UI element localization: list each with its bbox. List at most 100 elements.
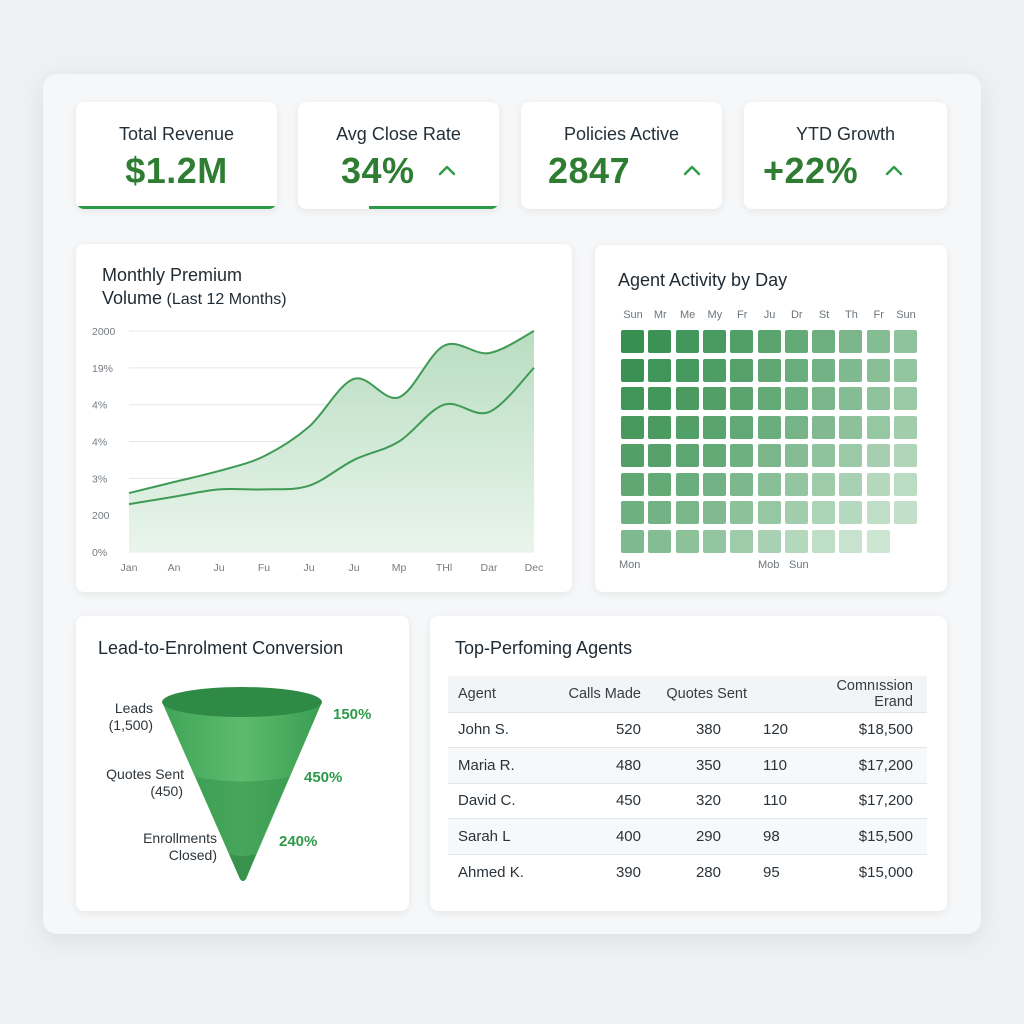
heatmap-cell[interactable] bbox=[866, 444, 890, 467]
heatmap-cell[interactable] bbox=[702, 529, 726, 553]
column-header-closed[interactable] bbox=[761, 676, 791, 712]
heatmap-cell[interactable] bbox=[730, 358, 754, 382]
heatmap-cell[interactable] bbox=[648, 529, 672, 553]
heatmap-cell[interactable] bbox=[894, 444, 917, 467]
heatmap-cell[interactable] bbox=[812, 330, 836, 353]
heatmap-cell[interactable] bbox=[675, 330, 699, 353]
heatmap-cell[interactable] bbox=[812, 387, 836, 410]
heatmap-cell[interactable] bbox=[784, 444, 808, 467]
heatmap-cell[interactable] bbox=[730, 472, 754, 496]
heatmap-cell[interactable] bbox=[621, 358, 644, 382]
heatmap-cell[interactable] bbox=[702, 415, 726, 439]
heatmap-cell[interactable] bbox=[648, 501, 672, 524]
heatmap-cell[interactable] bbox=[757, 330, 781, 353]
heatmap-cell[interactable] bbox=[784, 472, 808, 496]
heatmap-cell[interactable] bbox=[784, 330, 808, 353]
heatmap-cell[interactable] bbox=[621, 415, 644, 439]
column-header-quotes-sent[interactable]: Quotes Sent bbox=[651, 676, 761, 712]
kpi-card-ytd-growth[interactable]: YTD Growth +22% bbox=[744, 102, 947, 209]
heatmap-cell[interactable] bbox=[702, 330, 726, 353]
heatmap-cell[interactable] bbox=[866, 415, 890, 439]
heatmap-cell[interactable] bbox=[757, 415, 781, 439]
heatmap-cell[interactable] bbox=[675, 529, 699, 553]
heatmap-cell[interactable] bbox=[894, 358, 917, 382]
heatmap-cell[interactable] bbox=[648, 387, 672, 410]
table-row[interactable]: Ahmed K. 390 280 95 $15,000 bbox=[448, 853, 927, 890]
table-row[interactable]: Sarah L 400 290 98 $15,500 bbox=[448, 818, 927, 854]
kpi-card-policies-active[interactable]: Policies Active 2847 bbox=[521, 102, 722, 209]
heatmap-cell[interactable] bbox=[866, 387, 890, 410]
heatmap-cell[interactable] bbox=[730, 444, 754, 467]
heatmap-cell[interactable] bbox=[675, 415, 699, 439]
heatmap-cell[interactable] bbox=[675, 387, 699, 410]
heatmap-cell[interactable] bbox=[648, 472, 672, 496]
heatmap-cell[interactable] bbox=[839, 444, 863, 467]
heatmap-cell[interactable] bbox=[839, 501, 863, 524]
heatmap-cell[interactable] bbox=[730, 415, 754, 439]
heatmap-cell[interactable] bbox=[675, 501, 699, 524]
heatmap-cell[interactable] bbox=[730, 501, 754, 524]
heatmap-cell[interactable] bbox=[648, 358, 672, 382]
heatmap-cell[interactable] bbox=[784, 358, 808, 382]
heatmap-cell[interactable] bbox=[866, 330, 890, 353]
kpi-card-total-revenue[interactable]: Total Revenue $1.2M bbox=[76, 102, 277, 209]
kpi-card-avg-close-rate[interactable]: Avg Close Rate 34% bbox=[298, 102, 499, 209]
heatmap-cell[interactable] bbox=[702, 444, 726, 467]
table-row[interactable]: David C. 450 320 110 $17,200 bbox=[448, 782, 927, 819]
heatmap-cell[interactable] bbox=[784, 501, 808, 524]
heatmap-cell[interactable] bbox=[648, 444, 672, 467]
heatmap-cell[interactable] bbox=[784, 387, 808, 410]
heatmap-cell[interactable] bbox=[757, 444, 781, 467]
heatmap-cell[interactable] bbox=[839, 387, 863, 410]
heatmap-cell[interactable] bbox=[675, 444, 699, 467]
heatmap-cell[interactable] bbox=[894, 415, 917, 439]
heatmap-cell[interactable] bbox=[839, 358, 863, 382]
heatmap-cell[interactable] bbox=[757, 472, 781, 496]
table-row[interactable]: John S. 520 380 120 $18,500 bbox=[448, 711, 927, 748]
heatmap-cell[interactable] bbox=[784, 415, 808, 439]
heatmap-cell[interactable] bbox=[702, 387, 726, 410]
heatmap-cell[interactable] bbox=[757, 529, 781, 553]
heatmap-cell[interactable] bbox=[648, 330, 672, 353]
heatmap-cell[interactable] bbox=[730, 330, 754, 353]
heatmap-cell[interactable] bbox=[866, 501, 890, 524]
heatmap-cell[interactable] bbox=[621, 472, 644, 496]
heatmap-cell[interactable] bbox=[866, 472, 890, 496]
heatmap-cell[interactable] bbox=[621, 330, 644, 353]
heatmap-cell[interactable] bbox=[839, 529, 863, 553]
heatmap-cell[interactable] bbox=[702, 472, 726, 496]
column-header-commission[interactable]: Comnıssion Erand bbox=[791, 676, 927, 712]
heatmap-cell[interactable] bbox=[839, 472, 863, 496]
heatmap-cell[interactable] bbox=[757, 501, 781, 524]
heatmap-cell[interactable] bbox=[812, 501, 836, 524]
heatmap-cell[interactable] bbox=[621, 529, 644, 553]
heatmap-cell[interactable] bbox=[702, 358, 726, 382]
heatmap-cell[interactable] bbox=[866, 358, 890, 382]
heatmap-cell[interactable] bbox=[812, 444, 836, 467]
heatmap-cell[interactable] bbox=[757, 358, 781, 382]
heatmap-cell[interactable] bbox=[621, 501, 644, 524]
heatmap-cell[interactable] bbox=[784, 529, 808, 553]
heatmap-cell[interactable] bbox=[894, 330, 917, 353]
heatmap-cell[interactable] bbox=[675, 358, 699, 382]
heatmap-cell[interactable] bbox=[894, 501, 917, 524]
heatmap-cell[interactable] bbox=[894, 387, 917, 410]
column-header-agent[interactable]: Agent bbox=[448, 676, 558, 712]
heatmap-cell[interactable] bbox=[621, 444, 644, 467]
heatmap-cell[interactable] bbox=[866, 529, 890, 553]
heatmap-cell[interactable] bbox=[702, 501, 726, 524]
heatmap-cell[interactable] bbox=[621, 387, 644, 410]
heatmap-cell[interactable] bbox=[839, 330, 863, 353]
heatmap-cell[interactable] bbox=[675, 472, 699, 496]
column-header-calls-made[interactable]: Calls Made bbox=[558, 676, 651, 712]
heatmap-cell[interactable] bbox=[812, 358, 836, 382]
heatmap-cell[interactable] bbox=[730, 387, 754, 410]
heatmap-cell[interactable] bbox=[812, 472, 836, 496]
heatmap-cell[interactable] bbox=[839, 415, 863, 439]
heatmap-cell[interactable] bbox=[757, 387, 781, 410]
heatmap-cell[interactable] bbox=[894, 472, 917, 496]
heatmap-cell[interactable] bbox=[812, 529, 836, 553]
heatmap-cell[interactable] bbox=[812, 415, 836, 439]
heatmap-cell[interactable] bbox=[730, 529, 754, 553]
table-row[interactable]: Maria R. 480 350 110 $17,200 bbox=[448, 747, 927, 783]
